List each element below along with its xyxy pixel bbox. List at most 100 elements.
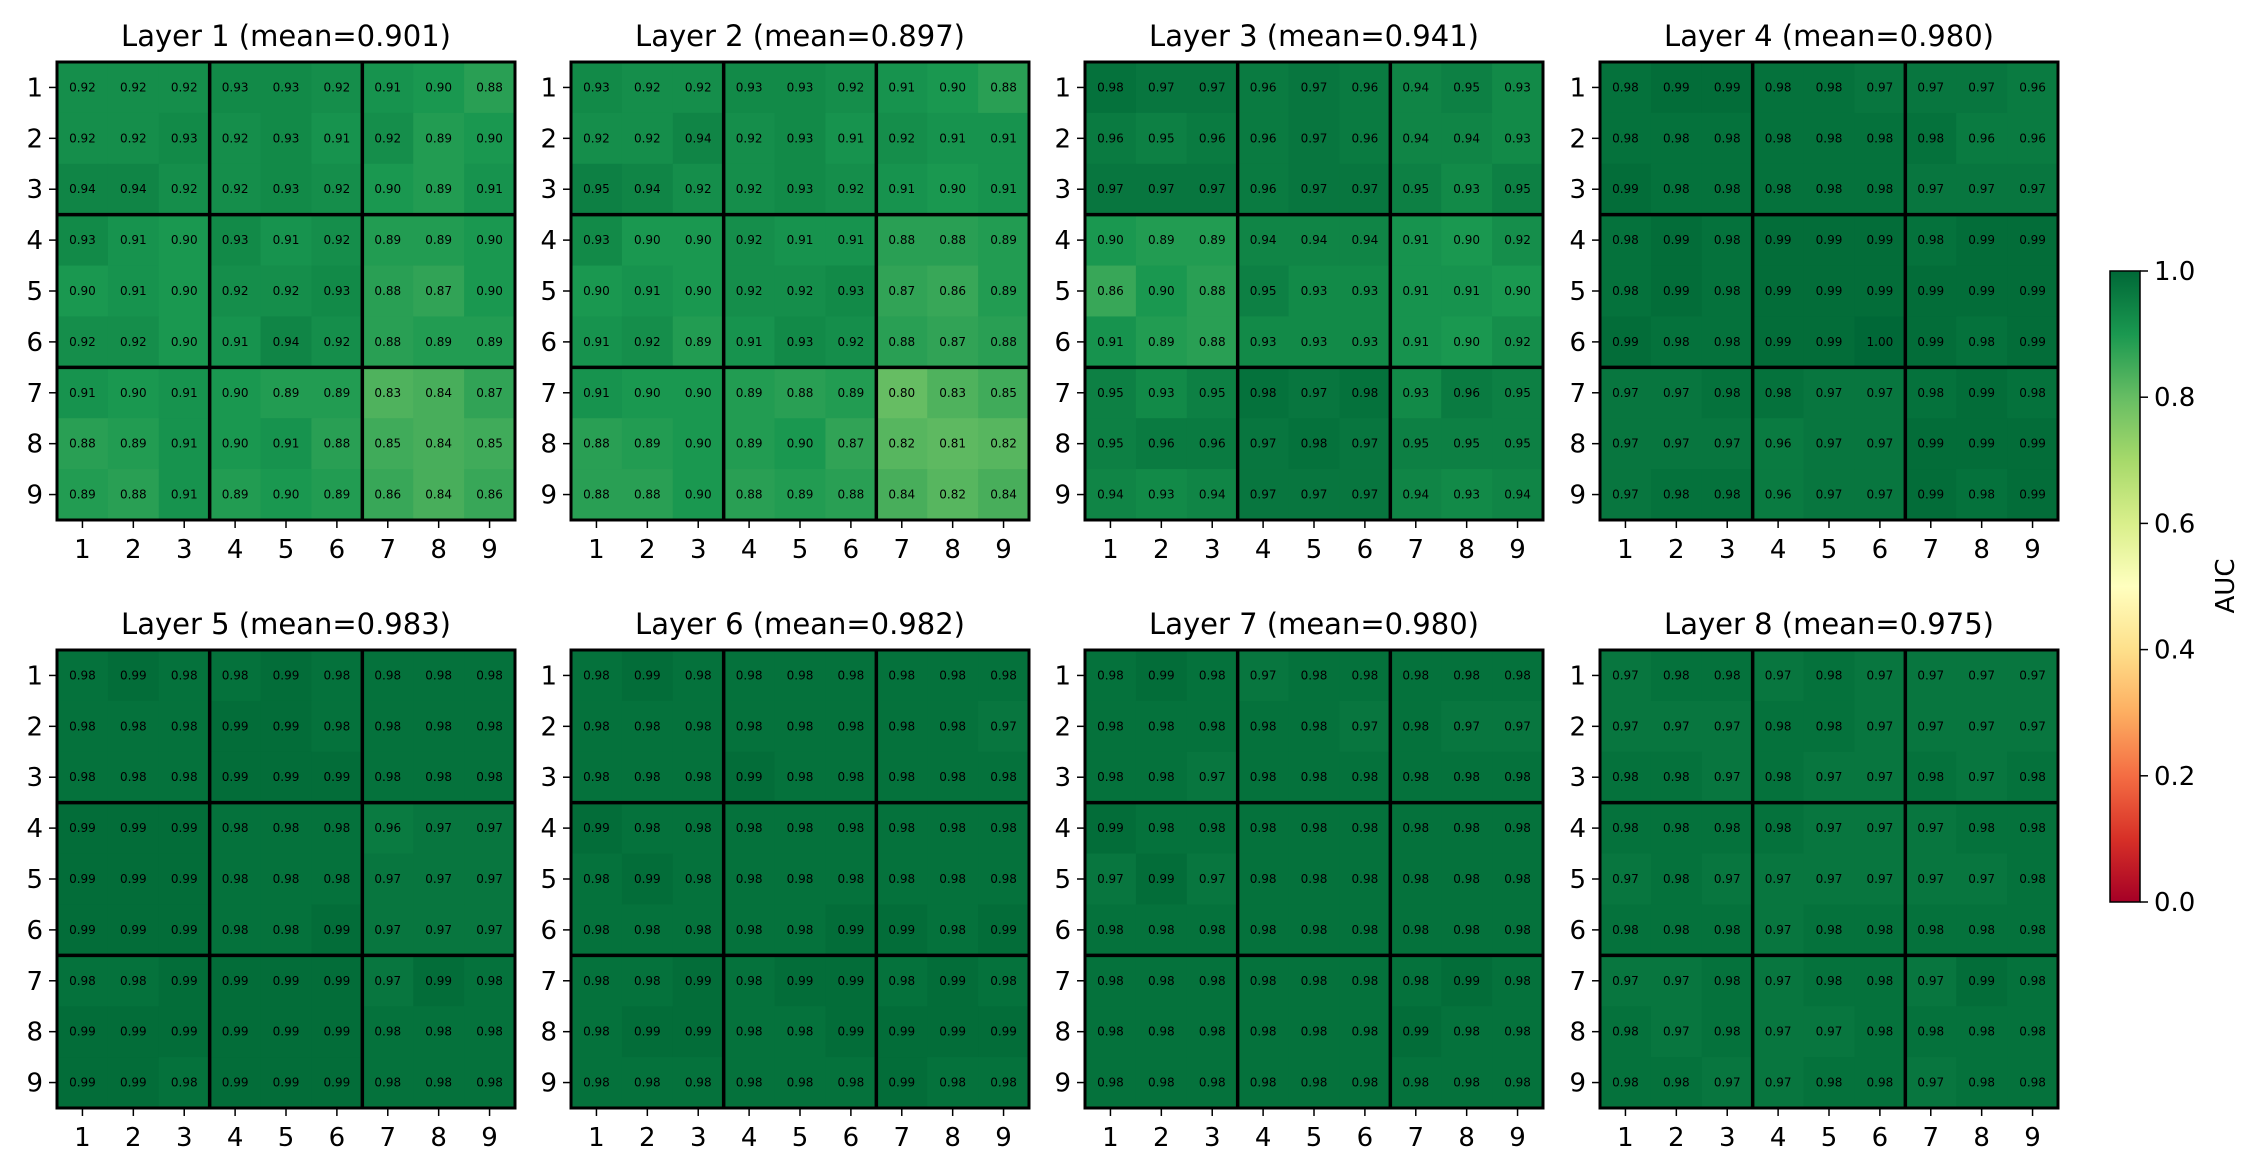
heatmap-cell: [311, 112, 363, 165]
heatmap-cell: [1650, 163, 1703, 216]
cell-value-label: 0.98: [1504, 1076, 1531, 1090]
cell-value-label: 0.98: [1663, 182, 1690, 196]
cell-value-label: 0.97: [1301, 131, 1328, 145]
heatmap-cell: [464, 112, 516, 165]
cell-value-label: 0.89: [374, 233, 401, 247]
colorbar-label: AUC: [2211, 559, 2241, 614]
cell-value-label: 0.98: [736, 1076, 763, 1090]
heatmap-cell: [1135, 367, 1188, 419]
cell-value-label: 0.97: [1301, 488, 1328, 502]
cell-value-label: 0.97: [476, 821, 503, 835]
heatmap-cell: [1854, 700, 1906, 753]
cell-value-label: 0.89: [838, 386, 865, 400]
x-tick-label: 5: [1821, 1123, 1838, 1153]
heatmap-cell: [672, 955, 725, 1007]
cell-value-label: 0.98: [1250, 821, 1277, 835]
y-tick-label: 9: [26, 481, 43, 511]
cell-value-label: 0.97: [1867, 770, 1894, 784]
cell-value-label: 0.92: [120, 131, 147, 145]
y-tick-label: 2: [26, 124, 43, 154]
cell-value-label: 0.99: [939, 974, 966, 988]
heatmap-cell: [362, 418, 414, 470]
cell-value-label: 0.99: [1097, 821, 1124, 835]
cell-value-label: 0.98: [634, 821, 661, 835]
cell-value-label: 0.97: [1816, 821, 1843, 835]
cell-value-label: 0.98: [1917, 923, 1944, 937]
cell-value-label: 0.98: [1301, 719, 1328, 733]
heatmap-cell: [1650, 367, 1703, 419]
cell-value-label: 0.98: [685, 719, 712, 733]
cell-value-label: 0.97: [1917, 80, 1944, 94]
cell-value-label: 0.96: [1199, 437, 1226, 451]
heatmap-cell: [1492, 1006, 1544, 1058]
heatmap-cell: [158, 112, 211, 165]
heatmap-cell: [1854, 802, 1906, 855]
heatmap-cell: [2007, 418, 2059, 470]
heatmap-cell: [1803, 214, 1856, 267]
heatmap-cell: [1390, 904, 1442, 956]
y-tick-label: 5: [26, 277, 43, 307]
cell-value-label: 0.98: [1663, 335, 1690, 349]
y-tick-label: 5: [1569, 865, 1586, 895]
heatmap-cell: [723, 265, 776, 318]
heatmap-cell: [774, 316, 827, 368]
heatmap-cell: [464, 214, 516, 267]
heatmap-cell: [209, 1057, 262, 1109]
cell-value-label: 0.99: [888, 1076, 915, 1090]
heatmap-cell: [1803, 62, 1856, 114]
cell-value-label: 0.88: [990, 335, 1017, 349]
cell-value-label: 0.88: [476, 80, 503, 94]
heatmap-cell: [57, 853, 109, 906]
heatmap-cell: [260, 214, 313, 267]
cell-value-label: 0.97: [1199, 80, 1226, 94]
heatmap-cell: [1854, 316, 1906, 368]
cell-value-label: 0.99: [1612, 335, 1639, 349]
cell-value-label: 0.92: [736, 182, 763, 196]
cell-value-label: 0.99: [736, 770, 763, 784]
heatmap-cell: [825, 367, 877, 419]
heatmap-cell: [1752, 751, 1805, 804]
heatmap-cell: [876, 265, 928, 318]
heatmap-cell: [621, 163, 674, 216]
heatmap-cell: [1492, 367, 1544, 419]
cell-value-label: 0.99: [1765, 284, 1792, 298]
heatmap-cell: [260, 265, 313, 318]
heatmap-cell: [57, 700, 109, 753]
heatmap-cell: [1085, 316, 1137, 368]
heatmap-cell: [1752, 469, 1805, 521]
heatmap-cell: [1186, 700, 1239, 753]
heatmap-cell: [774, 367, 827, 419]
cell-value-label: 0.98: [1714, 923, 1741, 937]
colorbar-gradient: [2109, 270, 2141, 903]
cell-value-label: 0.97: [1612, 719, 1639, 733]
cell-value-label: 0.93: [1301, 335, 1328, 349]
cell-value-label: 0.97: [1663, 386, 1690, 400]
cell-value-label: 0.88: [838, 488, 865, 502]
heatmap-cell: [927, 802, 979, 855]
cell-value-label: 0.98: [1199, 974, 1226, 988]
cell-value-label: 0.91: [1402, 233, 1429, 247]
cell-value-label: 0.87: [425, 284, 452, 298]
cell-value-label: 0.98: [171, 668, 198, 682]
x-tick-label: 9: [995, 535, 1012, 565]
cell-value-label: 0.99: [1816, 233, 1843, 247]
cell-value-label: 0.97: [1968, 770, 1995, 784]
x-tick-label: 5: [278, 535, 295, 565]
heatmap-cell: [927, 955, 979, 1007]
heatmap-cell: [1492, 1057, 1544, 1109]
cell-value-label: 0.99: [1867, 284, 1894, 298]
cell-value-label: 0.97: [1352, 182, 1379, 196]
cell-value-label: 0.98: [990, 1076, 1017, 1090]
cell-value-label: 0.93: [583, 233, 610, 247]
cell-value-label: 0.95: [1097, 437, 1124, 451]
heatmap-cell: [1085, 112, 1137, 165]
heatmap-cell: [774, 751, 827, 804]
cell-value-label: 0.93: [583, 80, 610, 94]
x-tick-label: 3: [176, 535, 193, 565]
heatmap-cell: [1492, 650, 1544, 702]
heatmap-cell: [723, 112, 776, 165]
cell-value-label: 0.98: [1714, 284, 1741, 298]
heatmap-cell: [209, 265, 262, 318]
x-tick-label: 1: [1617, 1123, 1634, 1153]
cell-value-label: 0.93: [222, 233, 249, 247]
